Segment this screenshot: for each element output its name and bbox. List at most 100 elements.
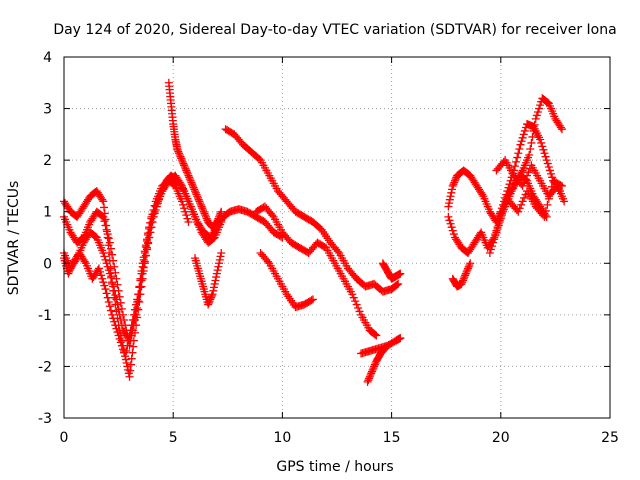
data-point <box>199 205 208 214</box>
data-point <box>180 161 189 170</box>
data-point <box>145 224 154 233</box>
data-point <box>488 242 497 251</box>
data-point <box>537 138 546 147</box>
data-point <box>465 261 474 270</box>
data-point <box>211 276 220 285</box>
data-point <box>532 111 541 120</box>
series-seg-o <box>448 259 475 291</box>
data-point <box>179 159 188 168</box>
data-point <box>214 262 223 271</box>
data-point <box>451 175 460 184</box>
data-point <box>176 152 185 161</box>
data-point <box>182 211 191 220</box>
data-point <box>112 295 121 304</box>
data-point <box>496 214 505 223</box>
data-point <box>127 321 136 330</box>
y-tick-label: 0 <box>43 256 52 272</box>
data-point <box>444 202 453 211</box>
data-point <box>98 195 107 204</box>
data-point <box>514 149 523 158</box>
data-point <box>268 211 277 220</box>
data-point <box>524 168 533 177</box>
data-point <box>128 316 137 325</box>
y-axis-label: SDTVAR / TECUs <box>6 181 22 296</box>
data-point <box>545 166 554 175</box>
data-point <box>445 195 454 204</box>
data-point <box>126 326 135 335</box>
data-point <box>200 209 209 218</box>
series-seg-e <box>164 78 226 232</box>
data-point <box>67 262 76 271</box>
data-point <box>113 300 122 309</box>
data-point <box>137 269 146 278</box>
data-point <box>492 228 501 237</box>
data-point <box>104 297 113 306</box>
data-point <box>523 171 532 180</box>
data-point <box>201 211 210 220</box>
data-point <box>215 255 224 264</box>
y-tick-label: -3 <box>38 411 52 427</box>
data-point <box>478 190 487 199</box>
data-point <box>66 264 75 273</box>
data-point <box>102 259 111 268</box>
data-point <box>123 341 132 350</box>
data-point <box>183 169 192 178</box>
data-point <box>185 175 194 184</box>
data-point <box>111 291 120 300</box>
data-point <box>188 180 197 189</box>
data-point <box>177 156 186 165</box>
data-point <box>99 212 108 221</box>
data-point <box>111 321 120 330</box>
data-point <box>194 195 203 204</box>
data-point <box>463 266 472 275</box>
data-point <box>197 202 206 211</box>
data-point <box>133 295 142 304</box>
data-point <box>183 168 192 177</box>
data-point <box>191 187 200 196</box>
data-point <box>493 224 502 233</box>
data-point <box>104 266 113 275</box>
data-point <box>101 221 110 230</box>
data-point <box>108 310 117 319</box>
data-point <box>106 244 115 253</box>
data-point <box>512 157 521 166</box>
data-point <box>126 366 135 375</box>
data-point <box>126 360 135 369</box>
data-point <box>517 137 526 146</box>
data-point <box>178 157 187 166</box>
data-point <box>448 181 457 190</box>
data-point <box>464 264 473 273</box>
data-point <box>543 159 552 168</box>
data-point <box>307 296 316 305</box>
data-point <box>128 348 137 357</box>
data-point <box>100 203 109 212</box>
data-point <box>530 120 539 129</box>
data-point <box>366 371 375 380</box>
data-point <box>449 180 458 189</box>
data-point <box>175 150 184 159</box>
data-point <box>106 273 115 282</box>
data-point <box>352 300 361 309</box>
data-point <box>459 274 468 283</box>
x-tick-label: 0 <box>60 430 69 446</box>
data-point <box>181 164 190 173</box>
data-point <box>540 149 549 158</box>
data-point <box>109 282 118 291</box>
data-point <box>204 298 213 307</box>
y-tick-label: 3 <box>43 102 52 118</box>
data-point <box>190 185 199 194</box>
data-point <box>531 114 540 123</box>
data-point <box>368 365 377 374</box>
data-point <box>193 192 202 201</box>
data-point <box>100 252 109 261</box>
data-point <box>201 212 210 221</box>
data-point <box>394 279 403 288</box>
data-point <box>207 293 216 302</box>
data-point <box>191 188 200 197</box>
data-point <box>214 214 223 223</box>
data-point <box>113 280 122 289</box>
data-point <box>464 262 473 271</box>
data-point <box>193 193 202 202</box>
data-point <box>381 344 390 353</box>
data-point <box>519 130 528 139</box>
